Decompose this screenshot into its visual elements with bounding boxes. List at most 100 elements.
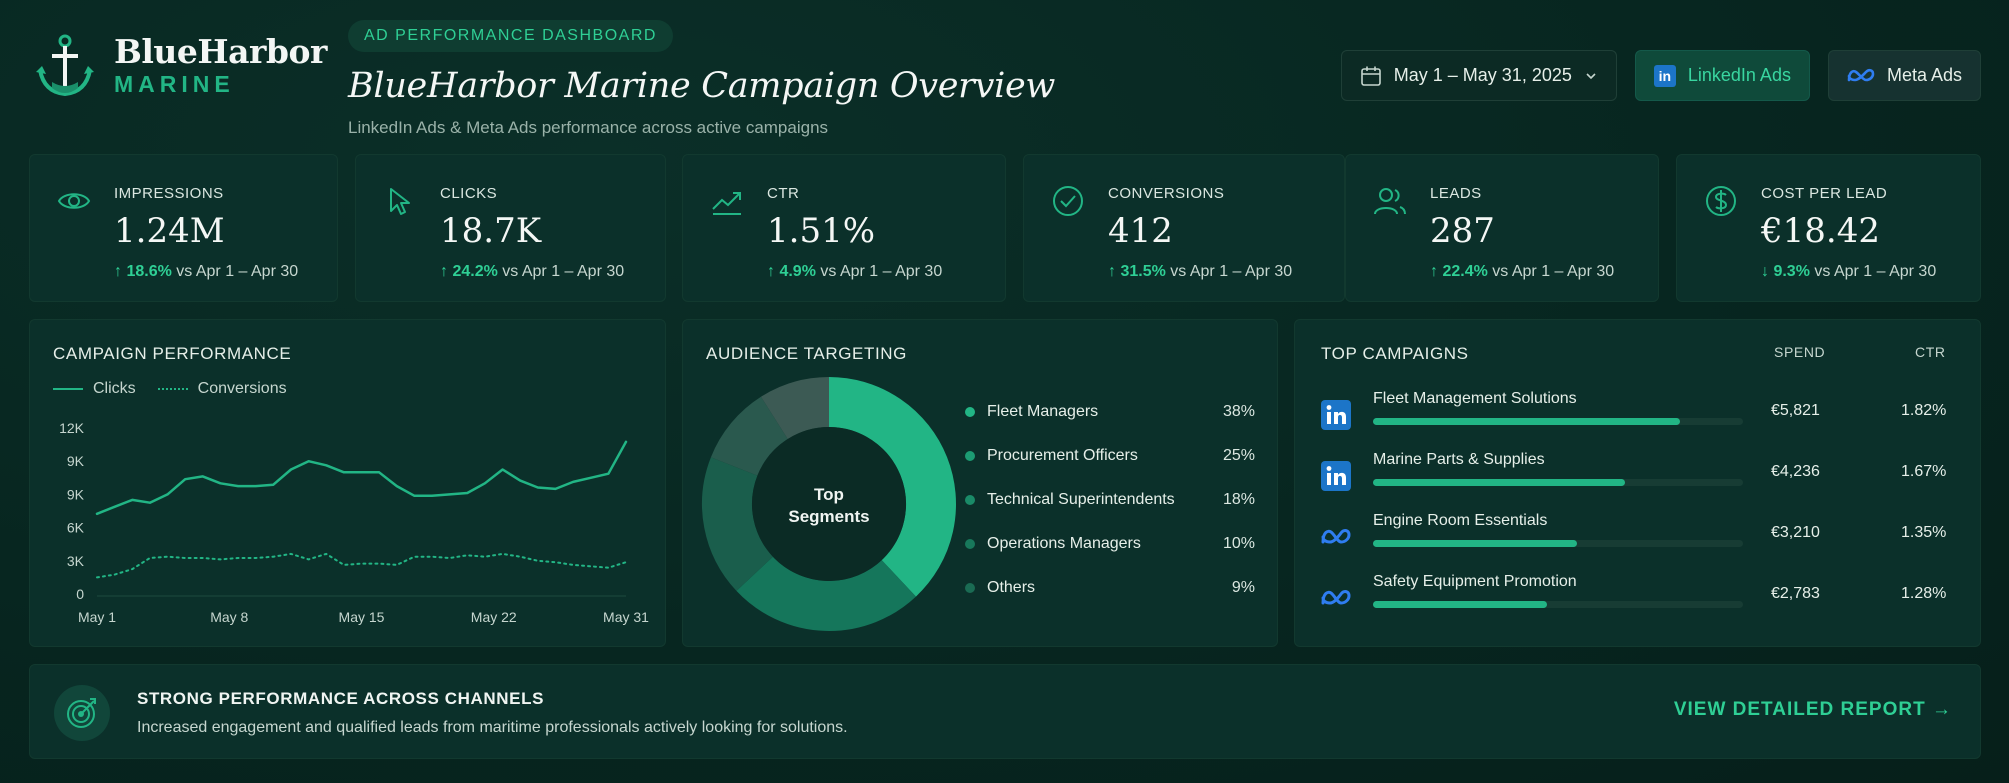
audience-donut-chart[interactable]: Top Segments <box>699 374 959 634</box>
campaign-ctr: 1.35% <box>1901 524 1947 541</box>
y-tick-label: 9K <box>67 453 85 469</box>
audience-segment-row[interactable]: Operations Managers 10% <box>965 522 1255 566</box>
insight-banner: STRONG PERFORMANCE ACROSS CHANNELS Incre… <box>29 664 1981 759</box>
arrow-up-icon: ↑ <box>1108 263 1116 280</box>
meta-icon <box>1321 529 1351 544</box>
campaign-row[interactable]: Marine Parts & Supplies €4,236 1.67% <box>1321 447 1961 507</box>
spend-bar-track <box>1373 479 1743 486</box>
page-header: AD PERFORMANCE DASHBOARD BlueHarbor Mari… <box>348 20 1055 138</box>
banner-title: STRONG PERFORMANCE ACROSS CHANNELS <box>137 689 545 708</box>
banner-text: Increased engagement and qualified leads… <box>137 719 848 736</box>
kpi-label: LEADS <box>1430 185 1482 202</box>
top-campaigns-panel: TOP CAMPAIGNS SPEND CTR Fleet Management… <box>1294 319 1981 647</box>
linkedin-icon <box>1321 461 1351 491</box>
y-tick-label: 12K <box>59 420 85 436</box>
donut-slice[interactable] <box>710 396 789 477</box>
meta-ads-label: Meta Ads <box>1886 65 1962 85</box>
arrow-up-icon: ↑ <box>767 263 775 280</box>
kpi-delta: ↓ 9.3% vs Apr 1 – Apr 30 <box>1761 263 1936 281</box>
audience-segment-row[interactable]: Others 9% <box>965 566 1255 610</box>
kpi-delta: ↑ 18.6% vs Apr 1 – Apr 30 <box>114 263 298 281</box>
kpi-label: IMPRESSIONS <box>114 185 224 202</box>
audience-segment-row[interactable]: Fleet Managers 38% <box>965 390 1255 434</box>
kpi-delta-pct: 22.4% <box>1442 263 1488 280</box>
legend-item-conversions[interactable]: Conversions <box>157 380 287 398</box>
spend-bar-track <box>1373 601 1743 608</box>
campaign-name: Safety Equipment Promotion <box>1373 573 1577 590</box>
donut-slice[interactable] <box>760 377 830 440</box>
y-tick-label: 6K <box>67 520 85 536</box>
solid-line-swatch <box>53 387 83 390</box>
meta-icon <box>1321 590 1351 605</box>
segment-pct: 25% <box>1222 447 1255 464</box>
linkedin-icon: in <box>1653 64 1676 87</box>
audience-segment-row[interactable]: Technical Superintendents 18% <box>965 478 1255 522</box>
kpi-compare: vs Apr 1 – Apr 30 <box>1492 263 1615 280</box>
kpi-compare: vs Apr 1 – Apr 30 <box>1814 263 1937 280</box>
kpi-label: CONVERSIONS <box>1108 185 1225 202</box>
kpi-card-impressions[interactable]: IMPRESSIONS 1.24M ↑ 18.6% vs Apr 1 – Apr… <box>29 154 338 302</box>
campaign-spend: €4,236 <box>1771 463 1820 480</box>
column-header-ctr[interactable]: CTR <box>1915 344 1946 360</box>
donut-hole <box>752 427 906 581</box>
date-range-picker[interactable]: May 1 – May 31, 2025 <box>1340 50 1617 101</box>
kpi-card-leads[interactable]: LEADS 287 ↑ 22.4% vs Apr 1 – Apr 30 <box>1345 154 1659 302</box>
arrow-up-icon: ↑ <box>440 263 448 280</box>
campaign-row[interactable]: Safety Equipment Promotion €2,783 1.28% <box>1321 569 1961 629</box>
x-tick-label: May 8 <box>210 609 248 625</box>
kpi-label: COST PER LEAD <box>1761 185 1888 202</box>
legend-item-clicks[interactable]: Clicks <box>53 380 136 398</box>
campaign-row[interactable]: Fleet Management Solutions €5,821 1.82% <box>1321 386 1961 446</box>
x-tick-label: May 31 <box>603 609 649 625</box>
check-circle-icon <box>1053 186 1083 216</box>
brand-logo[interactable]: BlueHarbor MARINE <box>34 32 327 102</box>
spend-bar-fill <box>1373 601 1547 608</box>
page-title: BlueHarbor Marine Campaign Overview <box>348 66 1056 106</box>
linkedin-ads-button[interactable]: in LinkedIn Ads <box>1634 50 1810 101</box>
campaign-name: Engine Room Essentials <box>1373 512 1548 529</box>
donut-slice[interactable] <box>736 556 916 631</box>
series-line-conversions[interactable] <box>96 552 627 579</box>
kpi-compare: vs Apr 1 – Apr 30 <box>1170 263 1293 280</box>
donut-slice[interactable] <box>702 457 774 591</box>
kpi-delta: ↑ 24.2% vs Apr 1 – Apr 30 <box>440 263 624 281</box>
legend-label: Clicks <box>93 380 136 397</box>
kpi-compare: vs Apr 1 – Apr 30 <box>820 263 943 280</box>
kpi-delta-pct: 24.2% <box>452 263 498 280</box>
column-header-spend[interactable]: SPEND <box>1774 344 1826 360</box>
eye-icon <box>57 193 91 209</box>
x-tick-label: May 22 <box>471 609 517 625</box>
audience-segment-list: Fleet Managers 38% Procurement Officers … <box>965 390 1255 610</box>
dollar-circle-icon <box>1706 186 1736 216</box>
view-detailed-report-link[interactable]: VIEW DETAILED REPORT → <box>1673 699 1952 720</box>
kpi-value: 1.51% <box>767 211 876 251</box>
campaign-performance-panel: CAMPAIGN PERFORMANCE Clicks Conversions … <box>29 319 666 647</box>
kpi-value: 18.7K <box>440 211 542 251</box>
campaign-name: Marine Parts & Supplies <box>1373 451 1545 468</box>
calendar-icon <box>1360 66 1381 86</box>
campaign-name: Fleet Management Solutions <box>1373 390 1577 407</box>
spend-bar-fill <box>1373 418 1681 425</box>
kpi-card-ctr[interactable]: CTR 1.51% ↑ 4.9% vs Apr 1 – Apr 30 <box>682 154 1006 302</box>
campaign-spend: €3,210 <box>1771 524 1820 541</box>
audience-segment-row[interactable]: Procurement Officers 25% <box>965 434 1255 478</box>
series-line-clicks[interactable] <box>95 440 628 516</box>
segment-dot <box>965 495 975 505</box>
kpi-card-conversions[interactable]: CONVERSIONS 412 ↑ 31.5% vs Apr 1 – Apr 3… <box>1023 154 1345 302</box>
segment-name: Operations Managers <box>987 535 1141 552</box>
segment-pct: 10% <box>1222 535 1255 552</box>
campaign-performance-chart[interactable]: 12K 9K 9K 6K 3K 0 May 1 May 8 May 15 May 22 May 31 <box>30 320 667 648</box>
meta-ads-button[interactable]: Meta Ads <box>1827 50 1981 101</box>
kpi-card-clicks[interactable]: CLICKS 18.7K ↑ 24.2% vs Apr 1 – Apr 30 <box>355 154 666 302</box>
y-tick-label: 9K <box>67 486 85 502</box>
cursor-icon <box>390 188 410 215</box>
spend-bar-track <box>1373 418 1743 425</box>
campaign-row[interactable]: Engine Room Essentials €3,210 1.35% <box>1321 508 1961 568</box>
campaign-spend: €2,783 <box>1771 585 1820 602</box>
segment-name: Technical Superintendents <box>987 491 1175 508</box>
segment-pct: 38% <box>1222 403 1255 420</box>
date-range-label: May 1 – May 31, 2025 <box>1393 65 1572 85</box>
kpi-card-cost-per-lead[interactable]: COST PER LEAD €18.42 ↓ 9.3% vs Apr 1 – A… <box>1676 154 1981 302</box>
donut-slice[interactable] <box>828 377 956 597</box>
linkedin-icon <box>1321 400 1351 430</box>
